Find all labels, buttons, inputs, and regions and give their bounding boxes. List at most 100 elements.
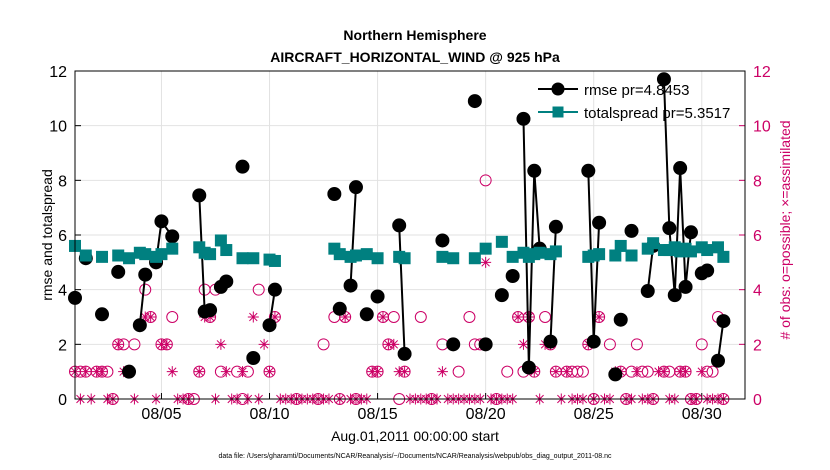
obs-assimilated-marker — [512, 311, 524, 323]
obs-possible-marker — [317, 338, 330, 351]
rmse-point — [235, 159, 250, 174]
rmse-line — [662, 79, 692, 296]
rmse-point — [592, 215, 607, 230]
x-tick-label: 08/30 — [682, 406, 722, 423]
legend-entry-label: rmse pr=4.8453 — [584, 82, 689, 99]
plot-frame — [74, 70, 746, 400]
rmse-point — [667, 288, 682, 303]
rmse-point — [192, 188, 207, 203]
rmse-point — [370, 289, 385, 304]
obs-possible-marker — [576, 365, 589, 378]
y-tick-label: 10 — [49, 119, 67, 136]
rmse-point — [392, 218, 407, 233]
obs-assimilated-marker — [166, 366, 178, 378]
totalspread-point — [204, 248, 217, 261]
totalspread-point — [436, 250, 449, 263]
y2-tick-label: 2 — [753, 337, 762, 354]
rmse-point — [662, 221, 677, 236]
y2-tick-label: 6 — [753, 228, 762, 245]
rmse-point — [397, 346, 412, 361]
obs-possible-marker — [139, 283, 152, 296]
rmse-point — [478, 337, 493, 352]
rmse-point — [505, 269, 520, 283]
x-tick-label: 08/20 — [466, 406, 506, 423]
obs-assimilated-marker — [193, 366, 205, 378]
obs-assimilated-marker — [220, 366, 232, 378]
obs-assimilated-marker — [339, 311, 351, 323]
obs-possible-marker — [479, 174, 492, 187]
obs-possible-marker — [166, 311, 179, 323]
rmse-point — [678, 279, 693, 294]
rmse-point — [359, 307, 374, 322]
obs-assimilated-marker — [388, 338, 400, 350]
obs-assimilated-marker — [680, 366, 692, 378]
chart-subtitle: AIRCRAFT_HORIZONTAL_WIND @ 925 hPa — [270, 49, 560, 65]
obs-assimilated-marker — [237, 366, 248, 378]
totalspread-point — [220, 244, 233, 257]
obs-possible-marker — [630, 338, 643, 351]
totalspread-point — [236, 252, 249, 265]
y-tick-label: 2 — [58, 337, 67, 354]
rmse-line — [522, 118, 541, 368]
rmse-point — [132, 318, 147, 333]
rmse-point — [95, 307, 110, 322]
totalspread-point — [155, 248, 168, 261]
totalspread-point — [614, 239, 627, 252]
totalspread-point — [79, 249, 92, 262]
axes: 0 2 4 6 8 10 12 0 2 4 6 8 10 12 08/05 08/10 08/15 08/20 08… — [49, 64, 771, 423]
x-tick-label: 08/25 — [574, 406, 614, 423]
rmse-point — [494, 288, 509, 303]
obs-assimilated-marker — [269, 311, 281, 323]
totalspread-point — [625, 249, 638, 262]
totalspread-point — [549, 245, 562, 258]
data-file-footnote: data file: /Users/gharamti/Documents/NCA… — [218, 453, 612, 460]
rmse-point — [521, 360, 536, 375]
obs-assimilated-marker — [658, 366, 670, 378]
obs-assimilated-marker — [550, 366, 562, 378]
obs-assimilated-marker — [96, 366, 108, 378]
obs-assimilated-marker — [593, 311, 605, 323]
totalspread-point — [533, 246, 546, 259]
totalspread-point — [360, 248, 373, 261]
totalspread-point — [647, 237, 660, 250]
y2-axis-label: # of obs: o=possible; ×=assimilated — [777, 120, 793, 339]
obs-assimilated-marker — [696, 366, 708, 378]
rmse-point — [348, 180, 363, 195]
y2-tick-label: 0 — [753, 392, 762, 409]
rmse-point — [122, 364, 137, 379]
rmse-point — [586, 334, 601, 349]
totalspread-point — [506, 250, 519, 263]
obs-assimilated-marker — [80, 366, 92, 378]
totalspread-point — [479, 242, 492, 255]
obs-assimilated-marker — [372, 366, 384, 378]
obs-assimilated-marker — [399, 366, 411, 378]
rmse-point — [548, 219, 563, 234]
totalspread-point — [349, 249, 362, 262]
rmse-point — [165, 229, 180, 244]
obs-possible-marker — [128, 338, 141, 351]
rmse-point — [332, 301, 347, 316]
y-tick-label: 8 — [58, 173, 67, 190]
totalspread-point — [371, 252, 384, 265]
totalspread-point — [684, 245, 697, 258]
obs-possible-marker — [463, 311, 476, 323]
x-tick-label: 08/10 — [249, 406, 289, 423]
totalspread-point — [112, 249, 125, 262]
obs-assimilated-marker — [523, 311, 535, 323]
totalspread-point — [593, 248, 606, 261]
obs-assimilated-marker — [480, 256, 492, 268]
obs-assimilated-marker — [145, 311, 157, 323]
rmse-point — [640, 284, 655, 299]
rmse-point — [710, 353, 725, 368]
obs-possible-marker — [603, 338, 616, 351]
obs-assimilated-marker — [436, 366, 448, 378]
obs-assimilated-marker — [215, 338, 227, 350]
rmse-point — [613, 312, 628, 327]
legend-marker-square — [552, 106, 564, 118]
rmse-line — [138, 274, 147, 326]
obs-assimilated-marker — [161, 338, 173, 350]
totalspread-point — [717, 250, 730, 263]
rmse-point — [683, 225, 698, 240]
rmse-point — [154, 214, 169, 229]
y2-tick-label: 10 — [753, 119, 771, 136]
